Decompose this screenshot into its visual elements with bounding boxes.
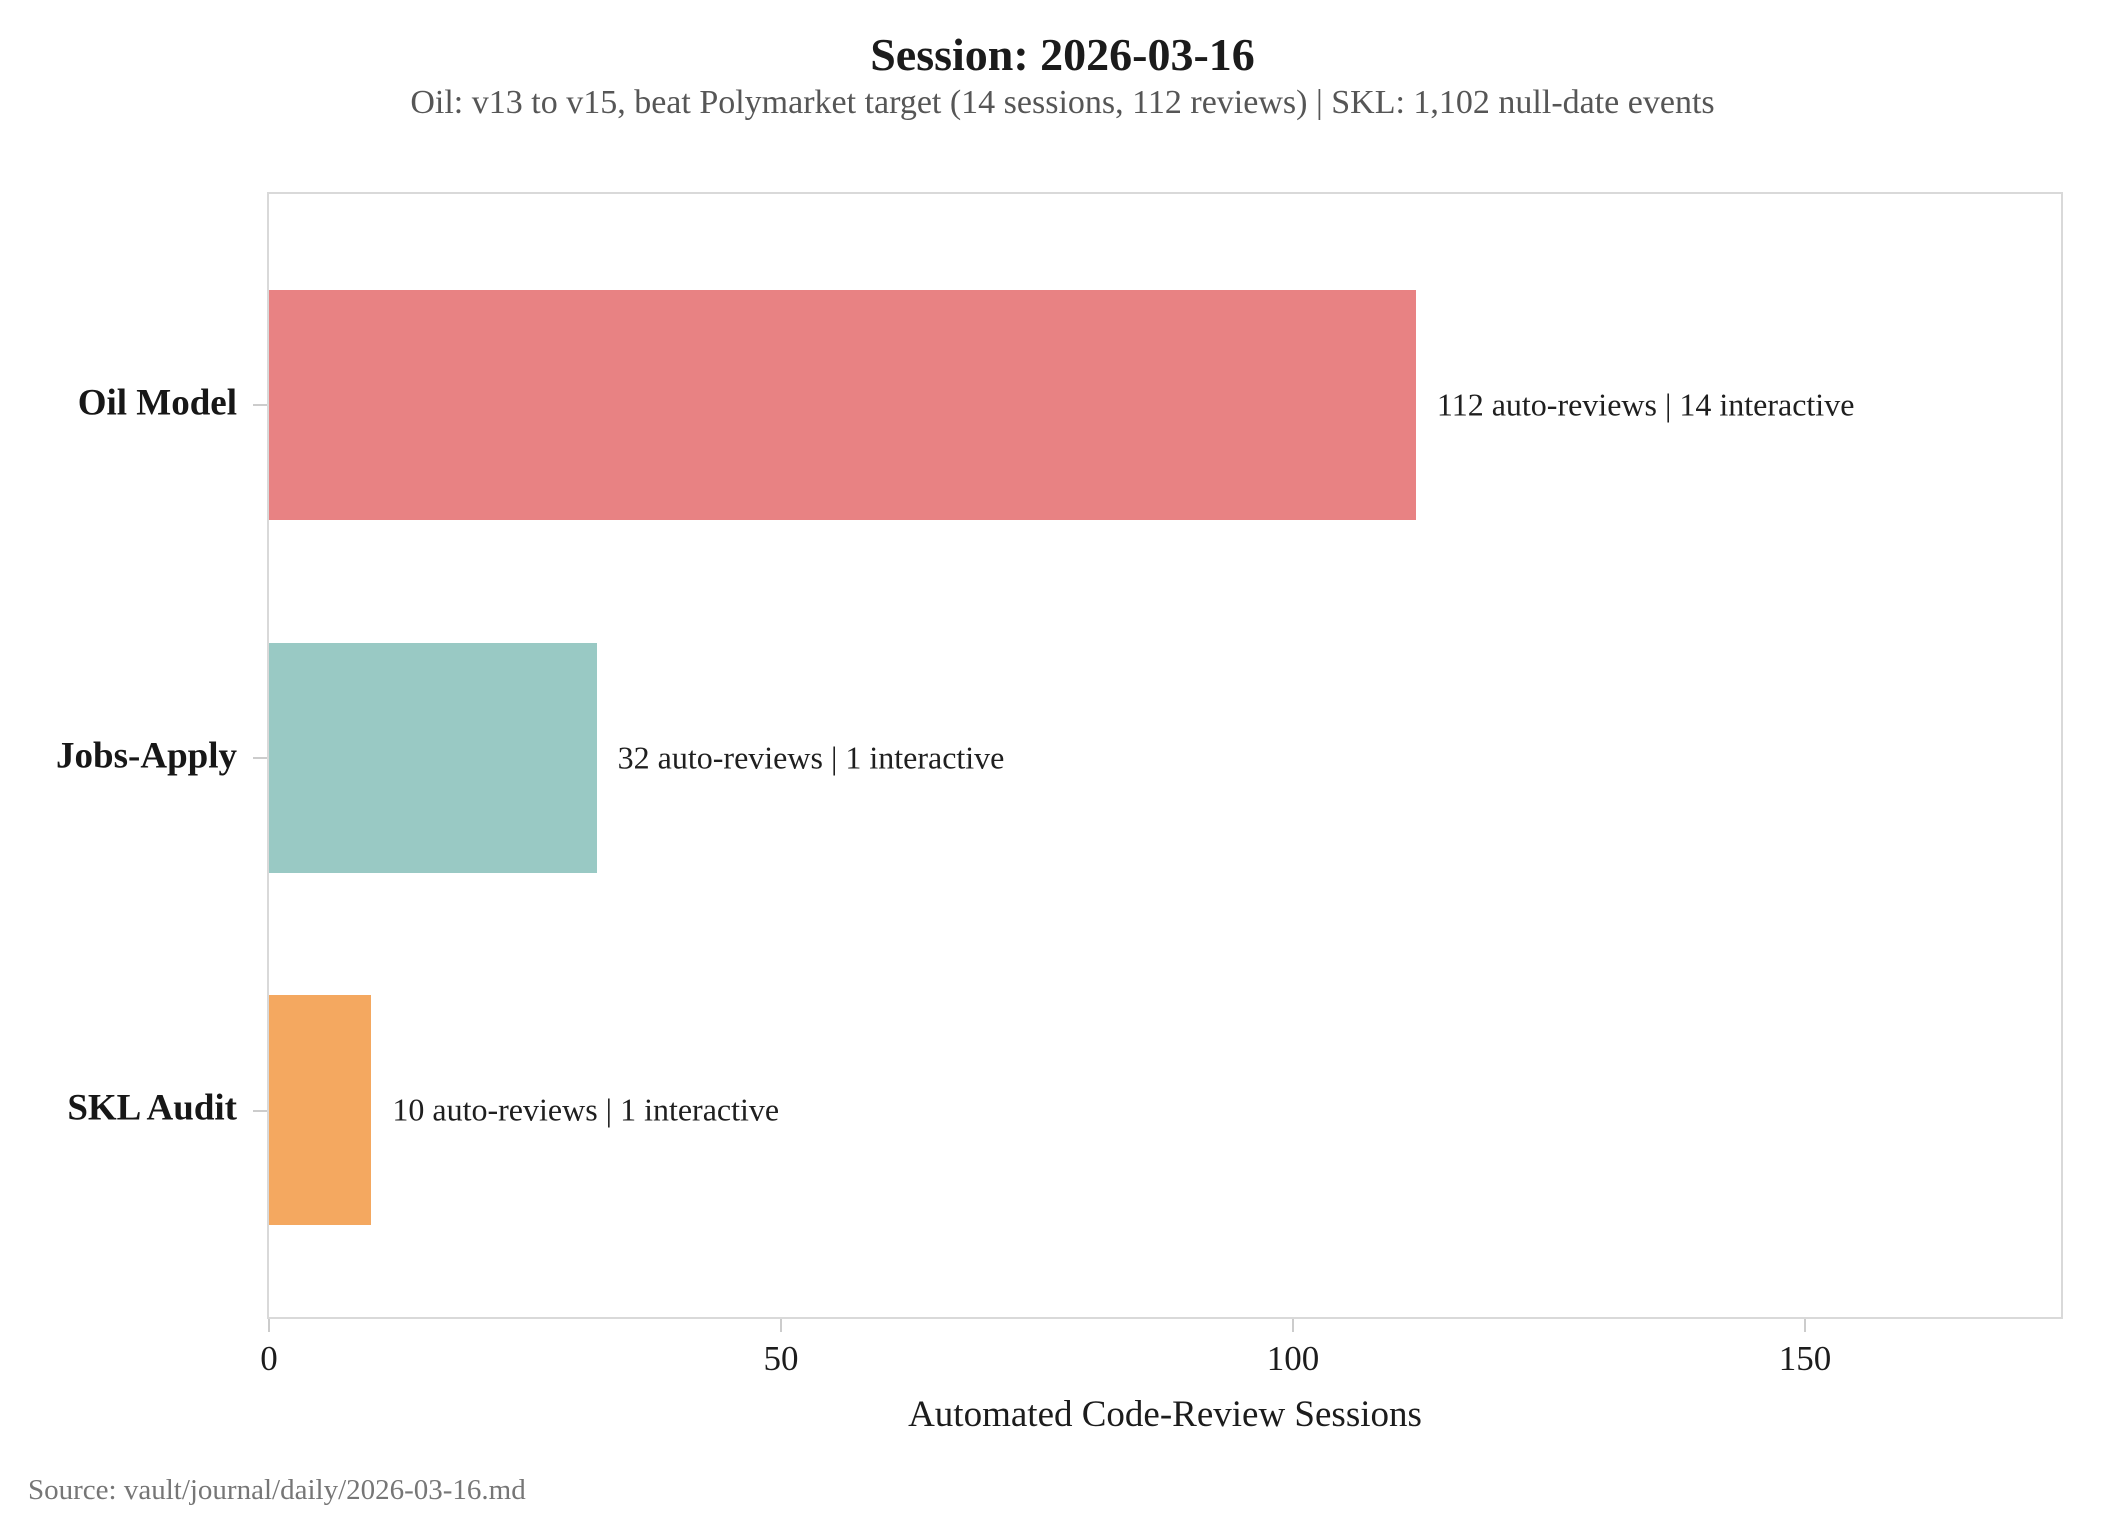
bar-jobs-apply [269,643,597,873]
bar-annotation-oil-model: 112 auto-reviews | 14 interactive [1436,386,1855,423]
bar-row-skl-audit: 10 auto-reviews | 1 interactive [269,995,2061,1225]
category-label-jobs-apply: Jobs-Apply [56,735,237,777]
bar-annotation-skl-audit: 10 auto-reviews | 1 interactive [392,1091,780,1128]
bar-annotation-jobs-apply: 32 auto-reviews | 1 interactive [617,739,1005,776]
bar-oil-model [269,290,1416,520]
xtick-label-150: 150 [1778,1339,1832,1378]
category-label-skl-audit: SKL Audit [67,1087,237,1129]
plot-area: 112 auto-reviews | 14 interactive 32 aut… [253,192,2063,1435]
ytick-oil-model [253,404,267,406]
xtick-label-0: 0 [260,1339,278,1378]
chart-subtitle: Oil: v13 to v15, beat Polymarket target … [410,84,1715,121]
xtick-0 [268,1319,270,1332]
xtick-label-50: 50 [763,1339,799,1378]
xtick-150 [1804,1319,1806,1332]
ytick-skl-audit [253,1110,267,1112]
xtick-100 [1292,1319,1294,1332]
chart-title: Session: 2026-03-16 [870,29,1255,80]
bar-row-oil-model: 112 auto-reviews | 14 interactive [269,290,2061,520]
bar-row-jobs-apply: 32 auto-reviews | 1 interactive [269,643,2061,873]
category-label-oil-model: Oil Model [77,382,237,424]
xtick-50 [780,1319,782,1332]
bar-skl-audit [269,995,372,1225]
source-caption: Source: vault/journal/daily/2026-03-16.m… [28,1474,526,1506]
ytick-jobs-apply [253,757,267,759]
x-axis-label: Automated Code-Review Sessions [908,1394,1422,1435]
xtick-label-100: 100 [1266,1339,1320,1378]
